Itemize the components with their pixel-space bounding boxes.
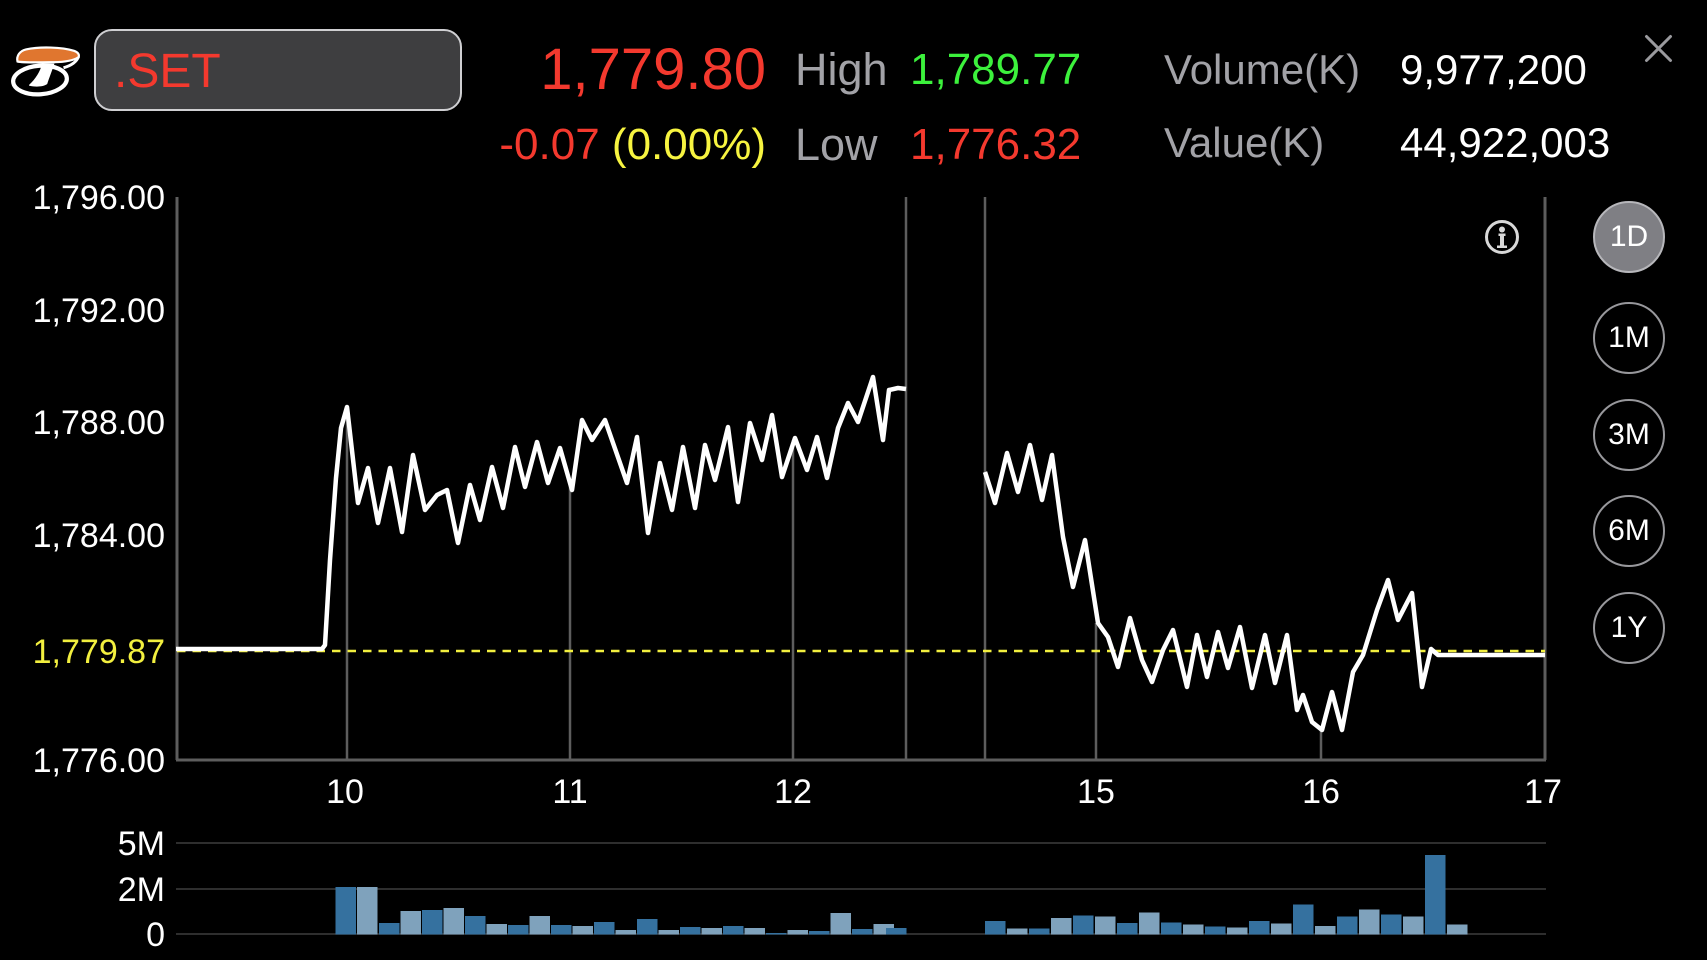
- svg-text:12: 12: [774, 773, 812, 811]
- svg-text:10: 10: [326, 773, 364, 811]
- svg-text:1,788.00: 1,788.00: [33, 404, 165, 442]
- svg-text:1,796.00: 1,796.00: [33, 179, 165, 217]
- svg-text:16: 16: [1302, 773, 1340, 811]
- svg-text:2M: 2M: [118, 871, 165, 909]
- svg-text:5M: 5M: [118, 825, 165, 863]
- svg-text:1,779.87: 1,779.87: [33, 633, 165, 671]
- svg-text:15: 15: [1077, 773, 1115, 811]
- svg-text:11: 11: [552, 773, 587, 811]
- svg-text:0: 0: [146, 916, 165, 954]
- svg-text:1,784.00: 1,784.00: [33, 517, 165, 555]
- svg-text:1,792.00: 1,792.00: [33, 292, 165, 330]
- svg-text:1,776.00: 1,776.00: [33, 742, 165, 780]
- svg-text:17: 17: [1524, 773, 1562, 811]
